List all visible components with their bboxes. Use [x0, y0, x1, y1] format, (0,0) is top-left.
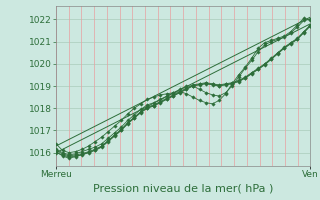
X-axis label: Pression niveau de la mer( hPa ): Pression niveau de la mer( hPa )	[93, 183, 273, 193]
